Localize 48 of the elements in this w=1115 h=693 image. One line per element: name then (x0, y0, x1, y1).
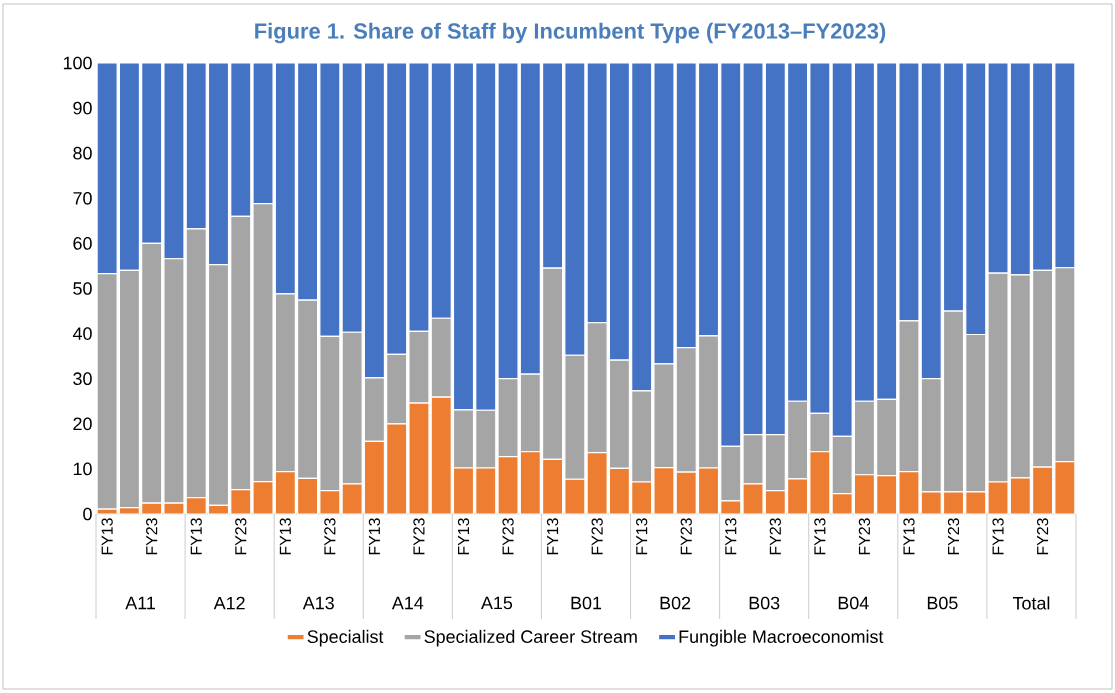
x-tick-label: FY13 (725, 518, 737, 555)
legend-label: Specialist (307, 629, 384, 647)
y-tick-label: 70 (73, 191, 92, 205)
x-tick-label: FY13 (903, 518, 915, 555)
text: Total (1012, 596, 1050, 610)
x-tick-label: FY13 (368, 518, 381, 555)
x-tick-label: FY23 (680, 518, 692, 555)
x-tick-label: FY23 (769, 518, 781, 555)
x-tick-label: FY23 (1036, 518, 1049, 555)
x-tick-label: FY23 (502, 518, 514, 555)
y-tick-label: 50 (73, 282, 92, 295)
chart-title: Figure 1. Share of Staff by Incumbent Type (FY2013–FY2023) (255, 22, 886, 44)
text: A14 (391, 596, 424, 610)
x-tick-label: FY23 (947, 518, 960, 555)
text: A15 (480, 596, 513, 610)
y-tick-label: 30 (73, 372, 92, 386)
text: B02 (660, 596, 691, 610)
text: A13 (302, 596, 334, 610)
y-tick-label: 60 (73, 237, 92, 250)
x-tick-label: FY13 (279, 518, 291, 555)
x-tick-label: FY13 (457, 518, 470, 555)
x-tick-label: FY13 (546, 518, 559, 555)
x-tick-label: FY13 (636, 518, 648, 555)
y-tick-label: 80 (73, 146, 92, 160)
text: B04 (838, 596, 869, 610)
legend-label: Specialized Career Stream (424, 629, 637, 647)
y-tick-label: 0 (83, 507, 92, 521)
y-tick-label: 90 (73, 101, 92, 115)
text: B05 (927, 596, 958, 610)
x-tick-label: FY13 (992, 518, 1004, 555)
y-tick-label: 40 (72, 327, 92, 340)
y-tick-label: 10 (73, 462, 92, 476)
x-tick-label: FY13 (190, 518, 202, 555)
text: B03 (749, 596, 780, 610)
x-tick-label: FY23 (146, 518, 158, 555)
legend-label: Fungible Macroeconomist (679, 629, 884, 647)
x-tick-label: FY23 (324, 518, 336, 555)
x-tick-label: FY23 (235, 518, 247, 555)
x-tick-label: FY13 (814, 518, 826, 555)
y-tick-label: 20 (73, 417, 92, 431)
x-tick-label: FY23 (413, 518, 425, 555)
text: A12 (213, 596, 245, 610)
x-tick-label: FY23 (591, 518, 603, 555)
text: A11 (125, 596, 155, 610)
text: B01 (571, 596, 602, 610)
x-tick-label: FY23 (858, 518, 871, 555)
y-tick-label: 100 (63, 56, 92, 70)
x-tick-label: FY13 (101, 518, 113, 555)
